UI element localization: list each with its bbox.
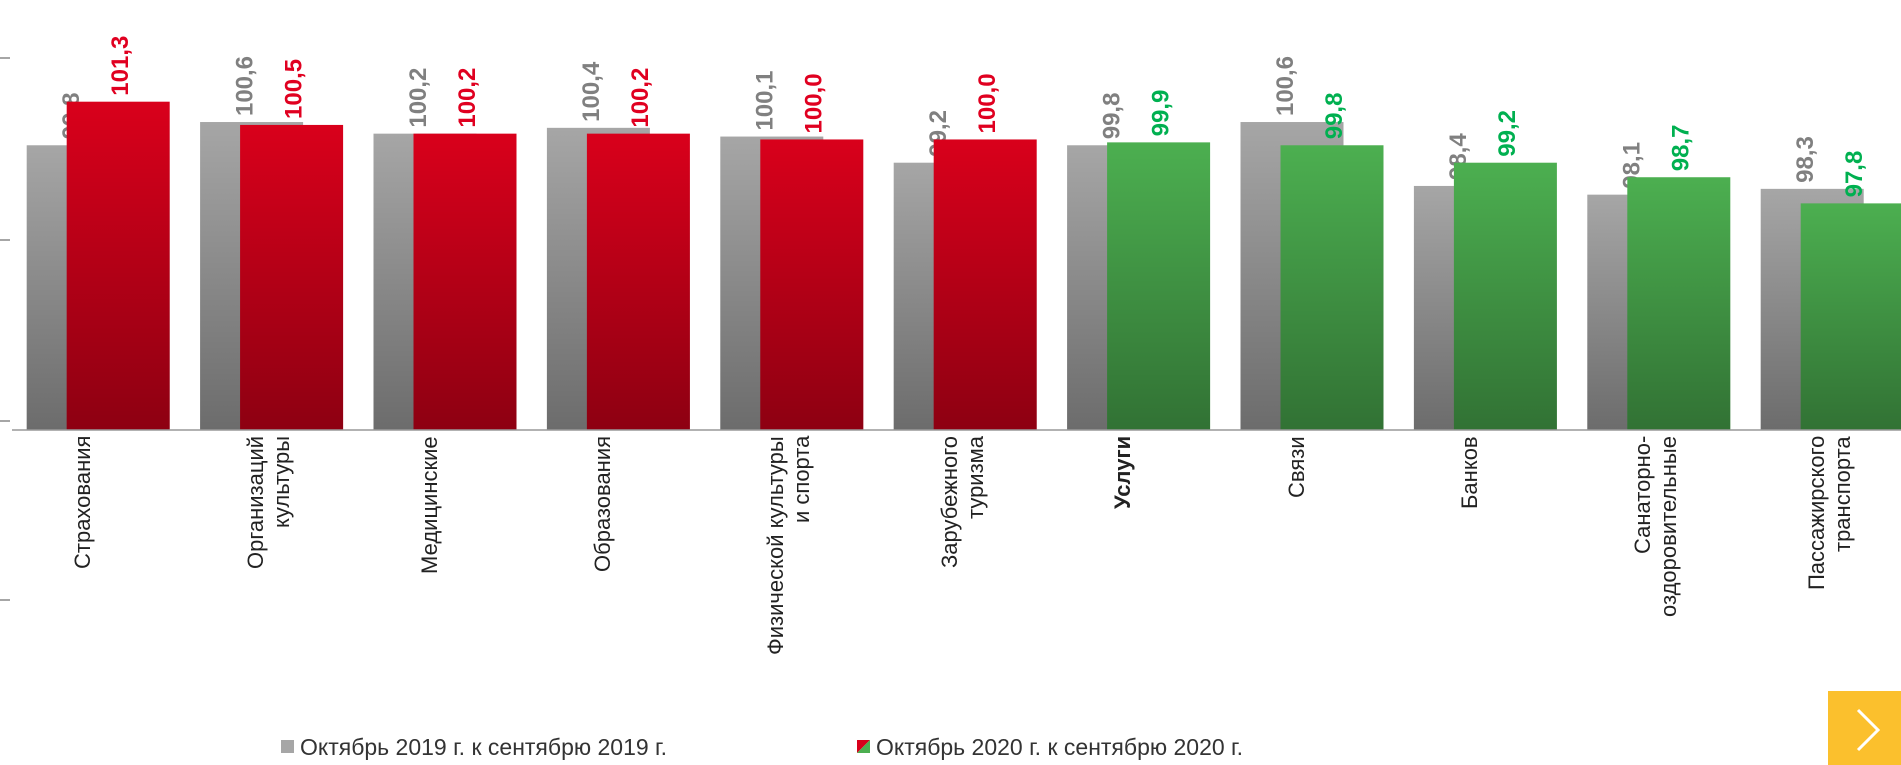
bar-shade	[933, 139, 1037, 430]
bar-shade	[240, 124, 344, 430]
axis-ticks	[0, 57, 10, 601]
legend-swatch	[857, 740, 870, 753]
bar-shade	[1627, 177, 1731, 430]
value-label: 100,0	[974, 73, 1001, 133]
legend-label: Октябрь 2020 г. к сентябрю 2020 г.	[876, 734, 1244, 760]
value-label: 100,2	[454, 68, 481, 128]
x-tick-label: Медицинские	[416, 436, 442, 574]
value-label: 100,5	[280, 59, 307, 119]
bar-shade	[760, 139, 864, 430]
value-label: 99,9	[1147, 90, 1174, 137]
value-label: 98,3	[1792, 136, 1819, 183]
value-label: 98,7	[1668, 125, 1695, 172]
bar-shade	[1453, 162, 1557, 430]
x-tick-label: Банков	[1456, 436, 1482, 509]
x-tick-label: Пассажирского транспорта	[1803, 436, 1855, 591]
legend-swatch	[281, 740, 294, 753]
x-tick-label: Услуги	[1110, 436, 1136, 510]
value-label: 99,8	[1098, 93, 1125, 140]
value-label: 100,6	[231, 56, 258, 116]
value-label: 100,2	[627, 68, 654, 128]
value-label: 100,1	[752, 70, 779, 130]
value-label: 97,8	[1841, 151, 1868, 198]
bar-shade	[1800, 203, 1901, 430]
bar-shade	[66, 101, 170, 431]
value-label: 100,2	[405, 68, 432, 128]
x-tick-label: Организаций культуры	[243, 436, 295, 570]
legend-label: Октябрь 2019 г. к сентябрю 2019 г.	[300, 734, 668, 760]
next-button[interactable]	[1828, 691, 1901, 765]
bar-shade	[586, 133, 690, 430]
value-label: 99,8	[1321, 93, 1348, 140]
bar-shade	[1280, 145, 1384, 430]
x-tick-label: Страхования	[69, 436, 95, 570]
x-tick-label: Санаторно- оздоровительные	[1630, 436, 1682, 617]
value-label: 100,0	[801, 73, 828, 133]
value-label: 100,4	[578, 61, 605, 122]
value-label: 99,2	[1494, 110, 1521, 157]
value-label: 100,6	[1272, 56, 1299, 116]
value-label: 101,3	[107, 36, 134, 96]
x-tick-label: Физической культуры и спорта	[763, 436, 815, 655]
bar-shade	[1107, 142, 1211, 430]
x-tick-label: Связи	[1283, 436, 1309, 498]
x-tick-label: Образования	[589, 436, 615, 573]
x-tick-label: Зарубежного туризма	[936, 436, 988, 568]
bar-shade	[413, 133, 517, 430]
